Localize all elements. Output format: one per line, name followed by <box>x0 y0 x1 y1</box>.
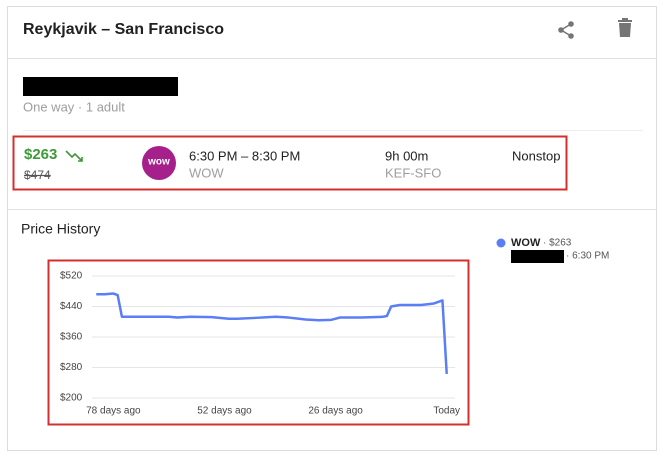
highlight <box>12 135 568 191</box>
times: 6:30 PM – 8:30 PM <box>189 148 300 163</box>
x-tick-label: Today <box>433 406 460 417</box>
share-button[interactable] <box>558 21 574 39</box>
x-tick-label: 52 days ago <box>197 406 252 417</box>
price-drop-icon <box>65 150 83 162</box>
logo-text: wow <box>147 157 170 168</box>
legend-time: · 6:30 PM <box>566 251 609 262</box>
airline-logo <box>142 146 176 180</box>
redacted <box>511 250 564 263</box>
title: Reykjavik – San Francisco <box>23 21 224 38</box>
x-tick-label: 26 days ago <box>308 406 363 417</box>
trip-summary: One way · 1 adult <box>23 99 125 114</box>
card <box>7 6 657 451</box>
legend-name: WOW <box>511 237 541 249</box>
route: KEF-SFO <box>385 165 441 180</box>
delete-button[interactable] <box>618 18 632 37</box>
airline: WOW <box>189 165 224 180</box>
legend-dot <box>496 238 506 248</box>
y-tick-label: $360 <box>60 332 83 343</box>
price-line <box>96 292 448 375</box>
price: $263 <box>24 146 57 163</box>
highlight <box>47 259 470 426</box>
duration: 9h 00m <box>385 148 428 163</box>
legend-price: · $263 <box>543 238 572 249</box>
old-price: $474 <box>24 168 51 182</box>
y-tick-label: $440 <box>60 301 83 312</box>
y-tick-label: $280 <box>60 362 83 373</box>
section-title: Price History <box>21 221 100 237</box>
redacted <box>23 77 178 96</box>
y-tick-label: $200 <box>60 393 83 404</box>
y-tick-label: $520 <box>60 271 83 282</box>
stops: Nonstop <box>512 148 560 163</box>
x-tick-label: 78 days ago <box>86 406 141 417</box>
